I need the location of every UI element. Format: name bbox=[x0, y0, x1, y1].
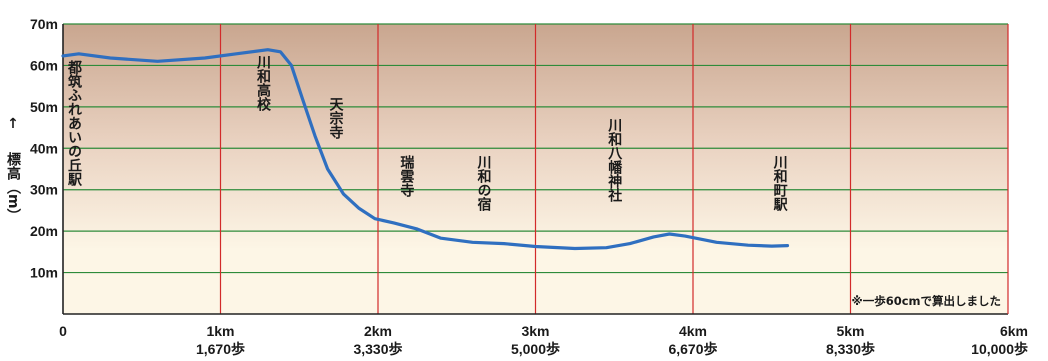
x-tick-label-km: 5km bbox=[836, 323, 864, 339]
x-tick-label-km: 3km bbox=[521, 323, 549, 339]
annotation-label: 川和八幡神社 bbox=[606, 118, 623, 203]
annotation-label: 川和高校 bbox=[255, 55, 272, 112]
x-tick-label-steps: 3,330歩 bbox=[353, 341, 402, 357]
x-tick-label-km: 0 bbox=[59, 323, 67, 339]
y-tick-label: 10m bbox=[30, 265, 58, 281]
vertical-gridlines bbox=[219, 24, 852, 314]
note-step-length: ※一歩60cmで算出しました bbox=[852, 294, 1001, 308]
y-tick-labels: 10m 20m 30m 40m 50m 60m 70m bbox=[30, 16, 58, 281]
annotation-label: 都筑ふれあいの丘駅 bbox=[66, 60, 83, 187]
y-tick-label: 50m bbox=[30, 99, 58, 115]
x-tick-label-km: 1km bbox=[206, 323, 234, 339]
axes bbox=[62, 24, 1009, 315]
x-tick-label-steps: 5,000歩 bbox=[511, 341, 560, 357]
x-tick-label-steps: 6,670歩 bbox=[668, 341, 717, 357]
x-tick-label-steps: 10,000歩 bbox=[971, 341, 1028, 357]
annotation-label: 瑞雲寺 bbox=[398, 154, 414, 198]
x-tick-label-km: 4km bbox=[679, 323, 707, 339]
y-tick-label: 30m bbox=[30, 182, 58, 198]
y-tick-label: 70m bbox=[30, 16, 58, 32]
y-axis-label: ↑ 標高（m） bbox=[5, 116, 22, 223]
x-tick-label-km: 6km bbox=[1000, 323, 1028, 339]
y-tick-label: 40m bbox=[30, 140, 58, 156]
x-tick-labels: 0 1km 1,670歩 2km 3,330歩 3km 5,000歩 4km 6,670歩 5km… bbox=[59, 323, 1028, 357]
series-line-elevation bbox=[61, 48, 790, 251]
annotation-label: 川和の宿 bbox=[476, 155, 493, 212]
annotation-label: 天宗寺 bbox=[327, 97, 343, 140]
annotation-label: 川和町駅 bbox=[772, 155, 789, 212]
y-axis-arrow: ↑ bbox=[7, 116, 19, 132]
x-tick-label-steps: 8,330歩 bbox=[826, 341, 875, 357]
x-tick-label-km: 2km bbox=[364, 323, 392, 339]
y-tick-label: 20m bbox=[30, 223, 58, 239]
y-tick-label: 60m bbox=[30, 57, 58, 73]
x-tick-label-steps: 1,670歩 bbox=[196, 341, 245, 357]
y-axis-title: 標高（m） bbox=[5, 151, 22, 222]
